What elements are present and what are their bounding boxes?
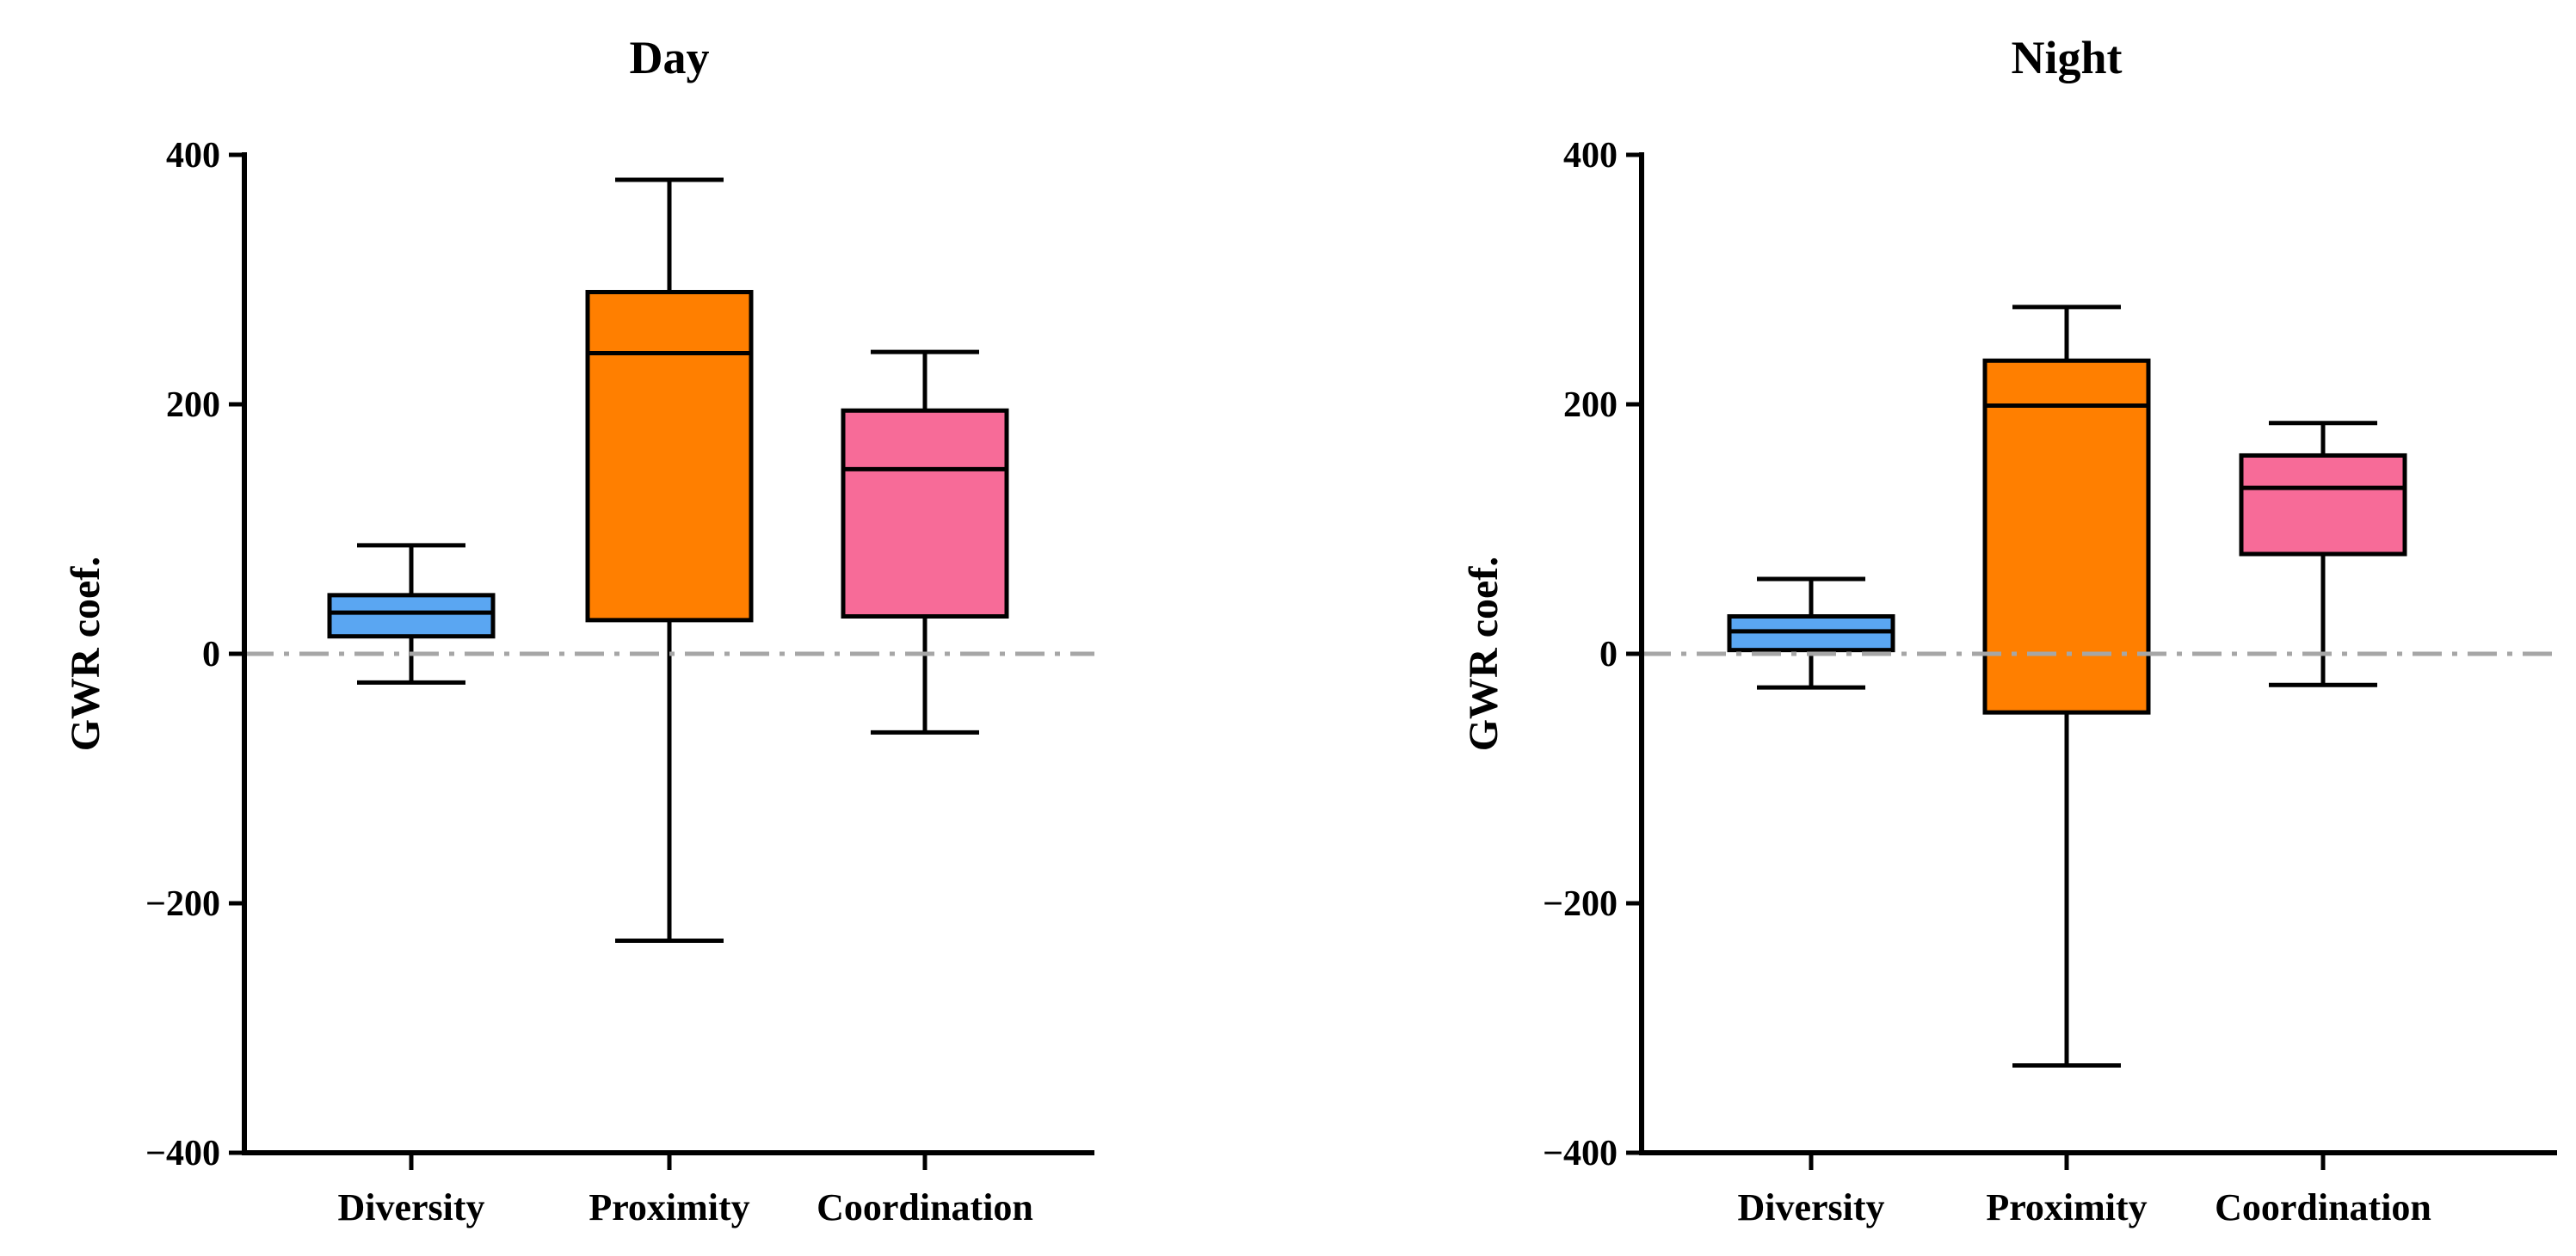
panel-1-y-tick-label-200: 200	[166, 385, 220, 425]
panel-1-x-tick-label-diversity: Diversity	[337, 1186, 484, 1228]
panel-2-y-tick-label-200: 200	[1563, 385, 1618, 425]
panel-1-y-tick-label-0: 0	[202, 635, 220, 674]
panel-2-y-tick-label--200: −200	[1543, 884, 1618, 924]
panel-1-title: Day	[630, 32, 710, 83]
panel-2-x-tick-label-coordination: Coordination	[2215, 1186, 2431, 1228]
panel-2-x-tick-label-proximity: Proximity	[1986, 1186, 2147, 1228]
panel-2-y-axis-title: GWR coef.	[1461, 557, 1507, 752]
panel-1-x-tick-label-coordination: Coordination	[817, 1186, 1033, 1228]
panel-2-y-tick-label-0: 0	[1599, 635, 1618, 674]
panel-1-y-axis-title: GWR coef.	[63, 557, 108, 752]
panel-2-x-tick-label-diversity: Diversity	[1737, 1186, 1884, 1228]
panel-2-y-tick-label-400: 400	[1563, 136, 1618, 175]
panel-2-title: Night	[2011, 32, 2122, 83]
panel-1-x-tick-label-proximity: Proximity	[589, 1186, 749, 1228]
panel-2-coordination-box	[2239, 453, 2407, 557]
panel-1-y-tick-label--400: −400	[145, 1134, 220, 1173]
panel-1-y-tick-label-400: 400	[166, 136, 220, 175]
panel-2-y-tick-label--400: −400	[1543, 1134, 1618, 1173]
panel-1-diversity-box	[327, 593, 496, 639]
panel-1-y-tick-label--200: −200	[145, 884, 220, 924]
panel-1-proximity-box	[585, 290, 754, 623]
panel-2-proximity-box	[1982, 358, 2151, 715]
panel-1-coordination-box	[841, 408, 1009, 619]
